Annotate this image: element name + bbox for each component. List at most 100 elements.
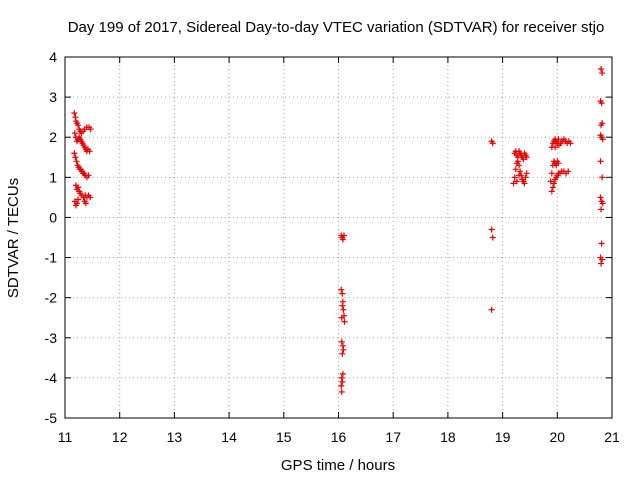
data-point bbox=[71, 110, 78, 117]
grid-lines bbox=[65, 57, 612, 418]
data-point bbox=[339, 302, 346, 309]
data-point bbox=[598, 206, 605, 213]
data-point bbox=[510, 180, 517, 187]
data-point bbox=[599, 200, 606, 207]
data-point bbox=[512, 166, 519, 173]
x-tick-label: 18 bbox=[440, 429, 456, 445]
data-point bbox=[522, 174, 529, 181]
data-point bbox=[74, 200, 81, 207]
data-point bbox=[516, 162, 523, 169]
data-point bbox=[516, 172, 523, 179]
data-point bbox=[341, 318, 348, 325]
y-tick-label: -4 bbox=[45, 370, 58, 386]
data-point bbox=[86, 148, 93, 155]
data-point bbox=[75, 196, 82, 203]
data-point bbox=[599, 120, 606, 127]
data-point bbox=[598, 100, 605, 107]
data-point bbox=[598, 260, 605, 267]
data-point bbox=[488, 306, 495, 313]
data-point bbox=[71, 130, 78, 137]
x-tick-label: 19 bbox=[495, 429, 511, 445]
data-point bbox=[599, 136, 606, 143]
data-point bbox=[72, 154, 79, 161]
x-tick-label: 17 bbox=[385, 429, 401, 445]
data-point bbox=[523, 154, 530, 161]
data-point bbox=[340, 306, 347, 313]
y-tick-label: -5 bbox=[45, 410, 58, 426]
data-point bbox=[338, 338, 345, 345]
y-tick-label: -2 bbox=[45, 290, 58, 306]
data-point bbox=[75, 122, 82, 129]
data-point bbox=[338, 382, 345, 389]
data-point bbox=[488, 226, 495, 233]
data-point bbox=[513, 178, 520, 185]
x-tick-label: 12 bbox=[112, 429, 128, 445]
data-point bbox=[523, 170, 530, 177]
data-point bbox=[521, 180, 528, 187]
x-tick-label: 13 bbox=[167, 429, 183, 445]
x-tick-label: 16 bbox=[331, 429, 347, 445]
data-point bbox=[598, 240, 605, 247]
y-tick-label: 2 bbox=[49, 129, 57, 145]
y-tick-label: 4 bbox=[49, 49, 57, 65]
data-point bbox=[567, 140, 574, 147]
data-point bbox=[548, 188, 555, 195]
data-point bbox=[517, 168, 524, 175]
data-point bbox=[489, 140, 496, 147]
data-points bbox=[71, 66, 606, 395]
x-tick-label: 14 bbox=[221, 429, 237, 445]
x-tick-label: 20 bbox=[550, 429, 566, 445]
data-point bbox=[552, 144, 559, 151]
data-point bbox=[338, 388, 345, 395]
data-point bbox=[598, 66, 605, 73]
data-point bbox=[514, 158, 521, 165]
data-point bbox=[339, 370, 346, 377]
data-point bbox=[599, 174, 606, 181]
data-point bbox=[340, 346, 347, 353]
data-point bbox=[82, 200, 89, 207]
plot-frame bbox=[64, 56, 613, 419]
data-point bbox=[73, 158, 80, 165]
y-tick-label: -3 bbox=[45, 330, 58, 346]
data-point bbox=[85, 172, 92, 179]
data-point bbox=[555, 160, 562, 167]
y-tick-label: 1 bbox=[49, 169, 57, 185]
y-tick-label: 3 bbox=[49, 89, 57, 105]
data-point bbox=[87, 126, 94, 133]
data-point bbox=[597, 194, 604, 201]
data-point bbox=[339, 290, 346, 297]
data-point bbox=[339, 350, 346, 357]
data-point bbox=[547, 178, 554, 185]
data-point bbox=[549, 184, 556, 191]
y-tick-label: -1 bbox=[45, 250, 58, 266]
chart-title: Day 199 of 2017, Sidereal Day-to-day VTE… bbox=[68, 19, 605, 36]
data-point bbox=[511, 174, 518, 181]
data-point bbox=[71, 150, 78, 157]
data-point bbox=[520, 156, 527, 163]
y-axis-label: SDTVAR / TECUs bbox=[5, 178, 22, 298]
data-point bbox=[340, 232, 347, 239]
x-axis-label: GPS time / hours bbox=[281, 457, 395, 474]
data-point bbox=[87, 194, 94, 201]
data-point bbox=[513, 152, 520, 159]
data-point bbox=[512, 148, 519, 155]
data-point bbox=[551, 180, 558, 187]
data-point bbox=[489, 234, 496, 241]
data-point bbox=[599, 70, 606, 77]
data-point bbox=[75, 184, 82, 191]
data-point bbox=[339, 236, 346, 243]
data-point bbox=[548, 170, 555, 177]
data-point bbox=[339, 378, 346, 385]
data-point bbox=[555, 136, 562, 143]
x-tick-label: 21 bbox=[604, 429, 620, 445]
x-tick-label: 11 bbox=[58, 429, 73, 445]
y-tick-label: 0 bbox=[49, 209, 57, 225]
x-tick-label: 15 bbox=[276, 429, 292, 445]
data-point bbox=[597, 158, 604, 165]
data-point bbox=[565, 168, 572, 175]
data-point bbox=[338, 286, 345, 293]
data-point bbox=[599, 256, 606, 263]
data-point bbox=[338, 314, 345, 321]
